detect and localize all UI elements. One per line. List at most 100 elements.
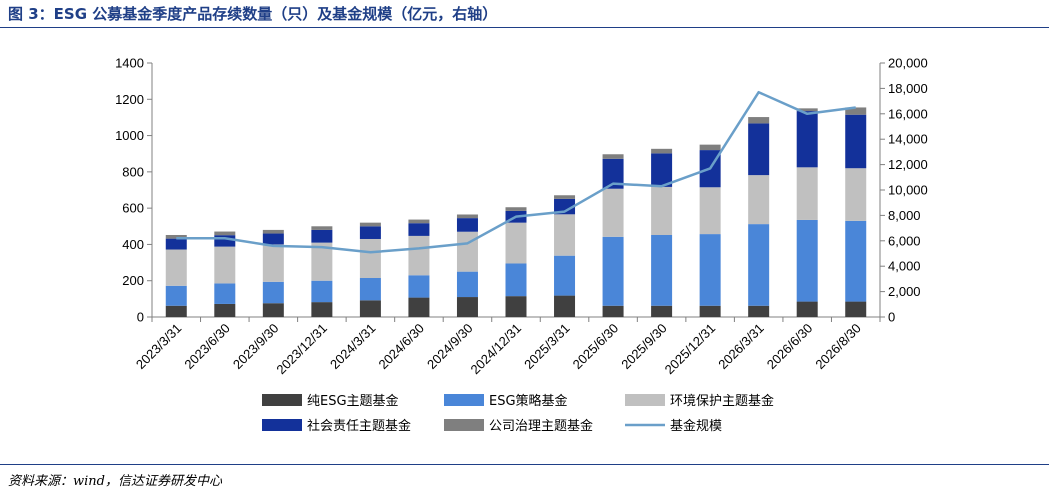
bar-segment [699, 187, 721, 235]
bar-segment [214, 235, 236, 247]
bar-segment [699, 305, 721, 317]
bar-segment [505, 263, 527, 297]
bar-segment [456, 271, 478, 298]
bar-segment [262, 233, 284, 245]
bar-segment [505, 296, 527, 317]
bar-segment [311, 229, 333, 243]
bar-segment [165, 238, 187, 250]
bar-segment [262, 303, 284, 317]
right-tick-label: 8,000 [888, 208, 921, 223]
left-tick-label: 200 [122, 273, 144, 288]
bar-segment [748, 175, 770, 225]
legend-swatch [444, 419, 484, 431]
bar-segment [845, 220, 867, 302]
x-tick-label: 2026/8/30 [812, 321, 864, 373]
bar-segment [456, 218, 478, 232]
x-tick-label: 2023/6/30 [181, 321, 233, 373]
right-tick-label: 6,000 [888, 233, 921, 248]
bar-segment [602, 158, 624, 189]
right-tick-label: 18,000 [888, 81, 928, 96]
bar-segment [554, 255, 576, 296]
source-note: 资料来源：wind，信达证券研发中心 [8, 474, 222, 489]
bar-segment [214, 231, 236, 236]
right-tick-label: 0 [888, 310, 895, 325]
right-tick-label: 14,000 [888, 132, 928, 147]
bar-segment [505, 207, 527, 211]
bar-segment [262, 244, 284, 282]
bar-segment [554, 195, 576, 199]
bar-segment [796, 219, 818, 302]
bar-segment [408, 223, 430, 236]
bar-segment [748, 117, 770, 124]
bottom-divider [0, 464, 1049, 465]
bar-segment [651, 186, 673, 235]
x-tick-label: 2025/12/31 [662, 321, 719, 378]
left-tick-label: 600 [122, 201, 144, 216]
bar-segment [408, 235, 430, 276]
bar-segment [165, 249, 187, 286]
x-tick-label: 2025/6/30 [570, 321, 622, 373]
bar-segment [554, 198, 576, 215]
left-tick-label: 800 [122, 164, 144, 179]
x-tick-label: 2024/12/31 [467, 321, 524, 378]
legend-swatch [444, 394, 484, 406]
right-tick-label: 20,000 [888, 56, 928, 71]
bar-segment [748, 305, 770, 317]
legend-label: 环境保护主题基金 [670, 393, 774, 409]
x-tick-label: 2023/9/30 [230, 321, 282, 373]
right-tick-label: 4,000 [888, 259, 921, 274]
bar-segment [651, 234, 673, 306]
right-tick-label: 12,000 [888, 157, 928, 172]
bar-segment [796, 301, 818, 317]
bar-segment [796, 111, 818, 168]
left-tick-label: 1200 [115, 92, 144, 107]
bar-segment [651, 148, 673, 154]
left-tick-label: 1000 [115, 128, 144, 143]
bar-segment [165, 234, 187, 239]
bar-segment [311, 226, 333, 230]
bar-segment [359, 226, 381, 239]
bar-segment [456, 214, 478, 219]
x-tick-label: 2026/6/30 [764, 321, 816, 373]
right-tick-label: 10,000 [888, 183, 928, 198]
figure-title: 图 3：ESG 公募基金季度产品存续数量（只）及基金规模（亿元，右轴） [8, 5, 498, 23]
right-tick-label: 16,000 [888, 106, 928, 121]
legend-swatch [262, 394, 302, 406]
legend-label: 社会责任主题基金 [307, 418, 411, 434]
bar-segment [408, 219, 430, 224]
x-tick-label: 2023/3/31 [133, 321, 185, 373]
bar-segment [262, 281, 284, 304]
bar-segment [359, 238, 381, 278]
bar-segment [651, 305, 673, 317]
bar-segment [845, 107, 867, 115]
legend-label: 基金规模 [670, 418, 722, 434]
bar-segment [165, 285, 187, 306]
x-tick-label: 2024/9/30 [424, 321, 476, 373]
legend-label: ESG策略基金 [489, 393, 568, 409]
bar-stacks [165, 107, 867, 317]
bar-segment [311, 242, 333, 281]
bar-segment [456, 231, 478, 272]
bar-segment [602, 236, 624, 306]
bar-segment [845, 301, 867, 317]
bar-segment [214, 303, 236, 317]
bar-segment [748, 224, 770, 306]
bar-segment [505, 222, 527, 264]
bar-segment [796, 167, 818, 220]
x-tick-label: 2024/3/31 [327, 321, 379, 373]
x-tick-label: 2024/6/30 [376, 321, 428, 373]
x-tick-label: 2025/9/30 [618, 321, 670, 373]
legend-label: 公司治理主题基金 [489, 418, 593, 434]
bar-segment [408, 297, 430, 317]
x-tick-label: 2026/3/31 [715, 321, 767, 373]
bar-segment [699, 144, 721, 151]
chart: 0 200 400 600 800 1000 1200 1400 0 2,000 4,000 6,00… [115, 56, 928, 435]
bar-segment [796, 108, 818, 112]
bar-segment [311, 302, 333, 317]
bar-segment [602, 305, 624, 317]
bar-segment [214, 283, 236, 304]
bar-segment [408, 275, 430, 298]
bar-segment [651, 153, 673, 187]
top-divider [0, 27, 1049, 28]
